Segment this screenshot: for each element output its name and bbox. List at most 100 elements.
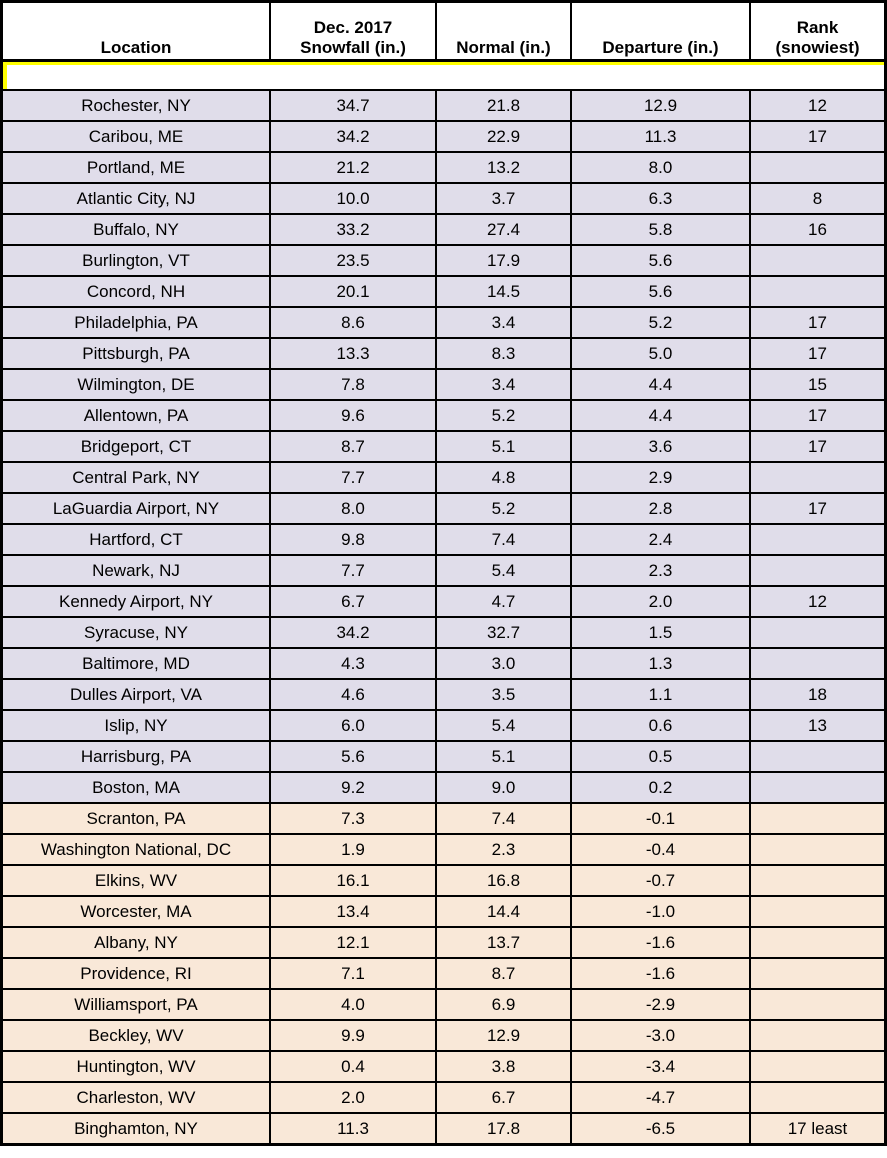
rank-cell [751, 835, 884, 866]
normal-cell: 5.1 [437, 742, 572, 773]
rank-cell [751, 153, 884, 184]
rank-cell [751, 246, 884, 277]
header-rank: Rank (snowiest) [751, 3, 884, 62]
rank-cell: 17 [751, 308, 884, 339]
normal-cell: 5.2 [437, 401, 572, 432]
location-cell: Syracuse, NY [3, 618, 271, 649]
snowfall-cell: 7.8 [271, 370, 437, 401]
header-snowfall: Dec. 2017 Snowfall (in.) [271, 3, 437, 62]
rank-cell [751, 804, 884, 835]
spacer-cell [3, 62, 884, 91]
rank-cell [751, 618, 884, 649]
table-row: Caribou, ME 34.2 22.9 11.3 17 [3, 122, 884, 153]
snowfall-cell: 8.0 [271, 494, 437, 525]
table-body: Rochester, NY 34.7 21.8 12.9 12 Caribou, ME 34… [3, 62, 884, 1143]
snowfall-cell: 7.3 [271, 804, 437, 835]
snowfall-cell: 4.0 [271, 990, 437, 1021]
snowfall-cell: 1.9 [271, 835, 437, 866]
location-cell: Pittsburgh, PA [3, 339, 271, 370]
rank-cell [751, 928, 884, 959]
location-cell: Boston, MA [3, 773, 271, 804]
table-row: Islip, NY 6.0 5.4 0.6 13 [3, 711, 884, 742]
location-cell: Dulles Airport, VA [3, 680, 271, 711]
table-row: Albany, NY 12.1 13.7 -1.6 [3, 928, 884, 959]
normal-cell: 5.4 [437, 556, 572, 587]
normal-cell: 7.4 [437, 525, 572, 556]
location-cell: Buffalo, NY [3, 215, 271, 246]
rank-cell: 17 [751, 401, 884, 432]
location-cell: Wilmington, DE [3, 370, 271, 401]
table-row: Central Park, NY 7.7 4.8 2.9 [3, 463, 884, 494]
location-cell: LaGuardia Airport, NY [3, 494, 271, 525]
normal-cell: 27.4 [437, 215, 572, 246]
departure-cell: 1.3 [572, 649, 751, 680]
normal-cell: 4.8 [437, 463, 572, 494]
departure-cell: 2.9 [572, 463, 751, 494]
normal-cell: 17.9 [437, 246, 572, 277]
location-cell: Atlantic City, NJ [3, 184, 271, 215]
table-header: Location Dec. 2017 Snowfall (in.) Normal… [3, 3, 884, 62]
snowfall-cell: 7.7 [271, 463, 437, 494]
normal-cell: 21.8 [437, 91, 572, 122]
table-row: Atlantic City, NJ 10.0 3.7 6.3 8 [3, 184, 884, 215]
table-row: Syracuse, NY 34.2 32.7 1.5 [3, 618, 884, 649]
table-row: LaGuardia Airport, NY 8.0 5.2 2.8 17 [3, 494, 884, 525]
snowfall-cell: 6.7 [271, 587, 437, 618]
normal-cell: 5.1 [437, 432, 572, 463]
departure-cell: -1.6 [572, 928, 751, 959]
normal-cell: 4.7 [437, 587, 572, 618]
location-cell: Charleston, WV [3, 1083, 271, 1114]
snowfall-cell: 21.2 [271, 153, 437, 184]
snowfall-cell: 8.7 [271, 432, 437, 463]
table-row: Allentown, PA 9.6 5.2 4.4 17 [3, 401, 884, 432]
table-row: Kennedy Airport, NY 6.7 4.7 2.0 12 [3, 587, 884, 618]
table-row: Binghamton, NY 11.3 17.8 -6.5 17 least [3, 1114, 884, 1143]
normal-cell: 6.7 [437, 1083, 572, 1114]
rank-cell [751, 1052, 884, 1083]
departure-cell: 5.8 [572, 215, 751, 246]
snowfall-cell: 0.4 [271, 1052, 437, 1083]
location-cell: Binghamton, NY [3, 1114, 271, 1143]
snowfall-cell: 4.3 [271, 649, 437, 680]
header-rank-line1: Rank [796, 17, 839, 37]
table-row: Philadelphia, PA 8.6 3.4 5.2 17 [3, 308, 884, 339]
rank-cell: 17 [751, 122, 884, 153]
table-row: Worcester, MA 13.4 14.4 -1.0 [3, 897, 884, 928]
snowfall-cell: 7.7 [271, 556, 437, 587]
table-row: Wilmington, DE 7.8 3.4 4.4 15 [3, 370, 884, 401]
rank-cell [751, 959, 884, 990]
header-normal: Normal (in.) [437, 3, 572, 62]
header-location: Location [3, 3, 271, 62]
departure-cell: 6.3 [572, 184, 751, 215]
departure-cell: 8.0 [572, 153, 751, 184]
rank-cell [751, 463, 884, 494]
table-row: Scranton, PA 7.3 7.4 -0.1 [3, 804, 884, 835]
snowfall-cell: 23.5 [271, 246, 437, 277]
table-row: Harrisburg, PA 5.6 5.1 0.5 [3, 742, 884, 773]
rank-cell [751, 897, 884, 928]
snowfall-cell: 2.0 [271, 1083, 437, 1114]
rank-cell [751, 649, 884, 680]
snowfall-cell: 34.2 [271, 618, 437, 649]
snowfall-cell: 13.3 [271, 339, 437, 370]
normal-cell: 3.8 [437, 1052, 572, 1083]
normal-cell: 7.4 [437, 804, 572, 835]
departure-cell: 4.4 [572, 401, 751, 432]
departure-cell: -4.7 [572, 1083, 751, 1114]
location-cell: Rochester, NY [3, 91, 271, 122]
table-row: Williamsport, PA 4.0 6.9 -2.9 [3, 990, 884, 1021]
table-row: Portland, ME 21.2 13.2 8.0 [3, 153, 884, 184]
rank-cell: 17 least [751, 1114, 884, 1143]
table-row: Newark, NJ 7.7 5.4 2.3 [3, 556, 884, 587]
normal-cell: 13.2 [437, 153, 572, 184]
table-row: Burlington, VT 23.5 17.9 5.6 [3, 246, 884, 277]
normal-cell: 13.7 [437, 928, 572, 959]
location-cell: Elkins, WV [3, 866, 271, 897]
departure-cell: 2.3 [572, 556, 751, 587]
location-cell: Portland, ME [3, 153, 271, 184]
departure-cell: 5.6 [572, 277, 751, 308]
snowfall-cell: 20.1 [271, 277, 437, 308]
rank-cell [751, 1083, 884, 1114]
